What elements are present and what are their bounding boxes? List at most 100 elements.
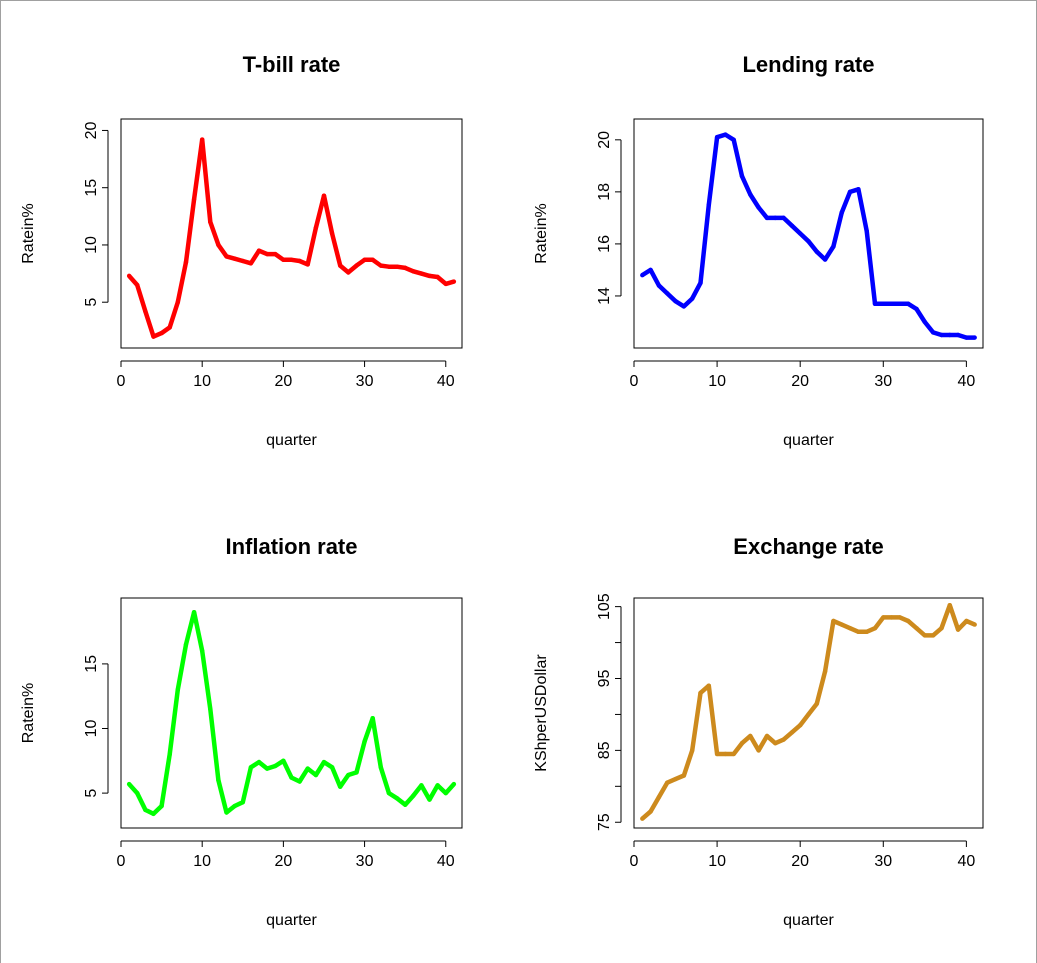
chart-3-data-point [208, 706, 213, 712]
chart-4-data-point [839, 622, 844, 627]
chart-3-data-point [378, 765, 384, 770]
chart-1-x-tick-label: 40 [437, 373, 455, 390]
chart-2-data-point [739, 174, 745, 179]
chart-3-data-point [443, 790, 448, 796]
chart-1-data-point [394, 264, 400, 269]
chart-3-title: Inflation rate [225, 534, 357, 559]
chart-4-data-point [698, 690, 703, 696]
chart-2-data-point [656, 283, 662, 288]
chart-1-data-point [338, 263, 343, 268]
chart-2-y-tick-label: 18 [596, 183, 613, 201]
chart-1-plot-frame [120, 118, 463, 349]
chart-2-data-point [789, 223, 795, 228]
chart-4-data-point [665, 780, 670, 785]
chart-4-data-point [897, 615, 903, 620]
chart-4-data-point [756, 748, 761, 753]
chart-4-data-point [739, 740, 745, 746]
chart-1-y-tick-label: 5 [83, 298, 100, 307]
chart-1-data-point [427, 273, 432, 279]
chart-1-data-point [248, 261, 254, 266]
chart-2-data-point [947, 332, 952, 338]
chart-2-data-point [872, 301, 878, 306]
chart-2-data-point [814, 249, 820, 254]
chart-2-series-line [641, 132, 975, 340]
chart-2-data-point [955, 332, 961, 338]
chart-3-data-point [273, 763, 278, 769]
chart-1-data-point [370, 257, 375, 263]
chart-4-data-point [847, 625, 853, 631]
chart-4-data-point [773, 740, 778, 746]
chart-2-y-axis-label: Ratein% [533, 203, 550, 263]
chart-1-data-point [305, 262, 310, 267]
chart-2-data-point [847, 189, 853, 195]
chart-3-data-point [191, 610, 197, 615]
panel-lending-rate: Lending rate 0 10 20 30 40 quarter 14 16 18 20 Rate… [533, 52, 984, 449]
chart-3-data-point [281, 758, 286, 764]
chart-2-data-point [864, 228, 869, 234]
chart-4-data-point [748, 733, 753, 739]
chart-1-data-point [232, 256, 237, 261]
chart-1-data-point [224, 254, 229, 259]
chart-3-data-point [248, 765, 254, 770]
chart-2-x-tick-label: 40 [957, 373, 975, 390]
chart-4-data-point [947, 602, 952, 608]
chart-4-x-tick-label: 30 [874, 853, 892, 870]
chart-4-x-tick-label: 40 [957, 853, 975, 870]
chart-3-data-point [411, 793, 416, 798]
chart-2-data-point [781, 215, 786, 221]
chart-3-x-tick-label: 40 [437, 853, 455, 870]
chart-1-x-axis-label: quarter [266, 432, 317, 449]
chart-3-x-tick-label: 10 [193, 853, 211, 870]
chart-4-x-tick-label: 0 [630, 853, 639, 870]
chart-3-data-point [313, 772, 319, 778]
chart-3-data-point [305, 766, 310, 771]
chart-1-data-point [419, 271, 424, 276]
chart-4-data-point [714, 751, 720, 757]
chart-3-data-point [394, 796, 400, 801]
chart-1-data-point [289, 257, 294, 263]
chart-4-data-point [781, 737, 786, 742]
chart-2-data-point [756, 205, 761, 210]
chart-3-data-point [297, 779, 302, 784]
panel-exchange-rate: Exchange rate 0 10 20 30 40 quarter 75 85 95 105 KS… [533, 534, 984, 929]
chart-2-data-point [681, 304, 687, 309]
chart-2-x-axis-label: quarter [783, 432, 834, 449]
chart-3-data-point [224, 810, 229, 815]
panel-inflation-rate: Inflation rate 0 10 20 30 40 quarter 5 10 15 Ratei… [20, 534, 463, 929]
chart-3-data-point [402, 802, 408, 807]
chart-1-data-point [175, 300, 181, 305]
chart-4-y-tick-label: 105 [596, 593, 613, 620]
chart-2-data-point [698, 280, 703, 286]
chart-2-data-point [939, 332, 944, 338]
chart-4-data-point [939, 625, 944, 631]
chart-3-data-point [338, 784, 343, 789]
chart-1-data-point [264, 251, 270, 257]
chart-2-data-point [856, 187, 861, 192]
chart-4-y-tick-label: 95 [596, 670, 613, 688]
chart-3-y-tick-label: 15 [83, 655, 100, 673]
chart-1-data-point [143, 309, 148, 314]
chart-4-y-tick-label: 85 [596, 741, 613, 759]
chart-1-data-point [313, 225, 319, 230]
chart-2-data-point [822, 257, 828, 262]
chart-2-y-tick-label: 20 [596, 131, 613, 149]
chart-3-data-point [167, 752, 172, 757]
chart-3-data-point [216, 777, 221, 783]
chart-1-data-point [386, 264, 392, 269]
chart-4-y-axis-label: KShperUSDollar [533, 654, 550, 772]
chart-1-data-point [208, 219, 213, 225]
chart-1-x-tick-label: 30 [356, 373, 374, 390]
chart-2-data-point [706, 202, 711, 208]
chart-2-data-point [806, 239, 811, 244]
chart-4-data-point [906, 618, 911, 624]
chart-3-data-point [175, 687, 181, 692]
chart-3-y-tick-label: 10 [83, 720, 100, 738]
chart-3-data-point [321, 759, 327, 765]
chart-3-x-axis-label: quarter [266, 912, 317, 929]
chart-3-data-point [435, 783, 440, 788]
chart-2-data-point [914, 306, 919, 312]
chart-2-y-tick-label: 16 [596, 235, 613, 253]
chart-1-data-point [346, 270, 351, 275]
chart-1-data-point [354, 263, 359, 268]
